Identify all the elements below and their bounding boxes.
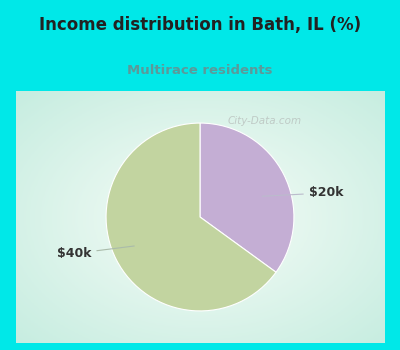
Text: $40k: $40k bbox=[57, 246, 134, 260]
Wedge shape bbox=[200, 123, 294, 272]
Wedge shape bbox=[106, 123, 276, 311]
Text: Multirace residents: Multirace residents bbox=[127, 64, 273, 77]
Text: $20k: $20k bbox=[262, 187, 343, 199]
Text: Income distribution in Bath, IL (%): Income distribution in Bath, IL (%) bbox=[39, 16, 361, 35]
Text: City-Data.com: City-Data.com bbox=[227, 116, 301, 126]
